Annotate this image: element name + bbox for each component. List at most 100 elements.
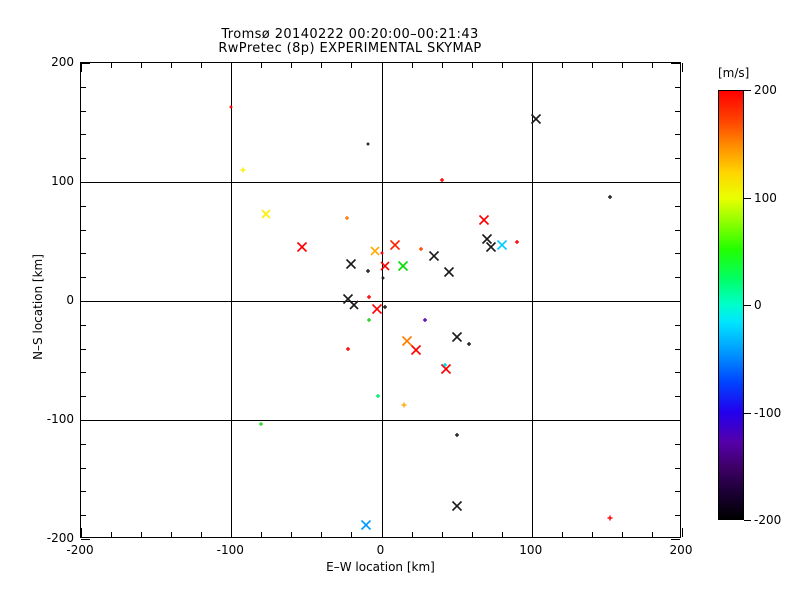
gridline-horizontal: [81, 301, 680, 302]
x-tick: [532, 528, 533, 537]
data-point-x: [345, 258, 358, 271]
x-tick: [502, 63, 503, 68]
y-tick: [671, 420, 680, 421]
y-tick-label: -200: [46, 531, 74, 545]
y-tick: [675, 372, 680, 373]
x-tick: [622, 532, 623, 537]
y-tick: [81, 420, 90, 421]
data-point-x: [443, 266, 456, 279]
data-point-plus: [441, 361, 449, 369]
y-tick: [81, 111, 86, 112]
gridline-vertical: [382, 63, 383, 537]
x-tick: [171, 63, 172, 68]
x-tick: [502, 532, 503, 537]
x-tick: [682, 63, 683, 72]
x-tick: [111, 532, 112, 537]
gridline-horizontal: [81, 420, 680, 421]
data-point-x: [410, 343, 423, 356]
y-tick: [81, 158, 86, 159]
data-point-x: [485, 241, 498, 254]
data-point-plus: [605, 513, 614, 522]
y-tick: [675, 134, 680, 135]
y-tick: [81, 301, 90, 302]
y-tick: [675, 444, 680, 445]
x-tick: [472, 532, 473, 537]
x-tick: [111, 63, 112, 68]
y-tick: [81, 539, 90, 540]
colorbar: 200 100 0 -100 -200: [718, 83, 788, 527]
y-tick: [675, 253, 680, 254]
x-tick: [141, 63, 142, 68]
x-tick: [351, 63, 352, 68]
x-tick: [201, 532, 202, 537]
colorbar-tick-label: -200: [754, 513, 782, 527]
y-tick: [81, 396, 86, 397]
y-tick: [675, 491, 680, 492]
y-tick: [81, 134, 86, 135]
colorbar-tick: [744, 198, 751, 199]
x-tick: [382, 63, 383, 72]
x-tick: [652, 532, 653, 537]
title-line-2: RwPretec (8p) EXPERIMENTAL SKYMAP: [218, 41, 482, 56]
x-tick: [201, 63, 202, 68]
y-tick: [671, 301, 680, 302]
y-tick: [675, 468, 680, 469]
y-tick: [81, 182, 90, 183]
y-tick: [675, 515, 680, 516]
y-tick: [81, 349, 86, 350]
x-tick: [291, 63, 292, 68]
colorbar-tick-label: 0: [754, 298, 762, 312]
y-tick: [675, 277, 680, 278]
y-tick-label: 200: [51, 55, 74, 69]
colorbar-tick: [744, 413, 751, 414]
y-axis-title: N–S location [km]: [31, 254, 45, 360]
y-tick: [675, 206, 680, 207]
x-tick: [592, 532, 593, 537]
x-tick: [261, 63, 262, 68]
y-tick: [675, 158, 680, 159]
x-tick: [592, 63, 593, 68]
data-point-x: [428, 249, 441, 262]
x-tick: [231, 528, 232, 537]
data-point-x: [379, 260, 391, 272]
data-point-plus: [421, 316, 429, 324]
x-tick: [652, 63, 653, 68]
y-tick: [81, 515, 86, 516]
data-point-plus: [364, 267, 372, 275]
gridline-horizontal: [81, 182, 680, 183]
data-point-x: [450, 330, 463, 343]
x-tick: [141, 532, 142, 537]
data-point-x: [389, 239, 402, 252]
x-tick: [382, 528, 383, 537]
data-point-x: [396, 260, 409, 273]
y-tick: [671, 182, 680, 183]
data-point-plus: [513, 238, 521, 246]
x-tick-label: 100: [519, 543, 543, 557]
x-tick: [442, 532, 443, 537]
y-tick-label: -100: [46, 412, 74, 426]
x-tick: [622, 63, 623, 68]
y-tick: [675, 325, 680, 326]
x-tick-label: -100: [216, 543, 244, 557]
y-tick: [81, 372, 86, 373]
x-tick: [562, 63, 563, 68]
x-tick: [291, 532, 292, 537]
data-point-x: [440, 362, 453, 375]
y-tick: [675, 111, 680, 112]
data-point-plus: [239, 166, 248, 175]
data-point-x: [295, 241, 308, 254]
x-tick: [81, 63, 82, 72]
y-tick: [81, 277, 86, 278]
data-point-plus: [364, 140, 371, 147]
y-tick: [675, 87, 680, 88]
y-tick: [81, 444, 86, 445]
title-line-1: Tromsø 20140222 00:20:00–00:21:43: [221, 27, 479, 42]
y-tick-label: 100: [51, 174, 74, 188]
gridline-vertical: [231, 63, 232, 537]
x-tick: [81, 528, 82, 537]
y-tick: [81, 491, 86, 492]
data-point-plus: [365, 316, 373, 324]
y-tick: [81, 253, 86, 254]
colorbar-tick: [744, 520, 751, 521]
